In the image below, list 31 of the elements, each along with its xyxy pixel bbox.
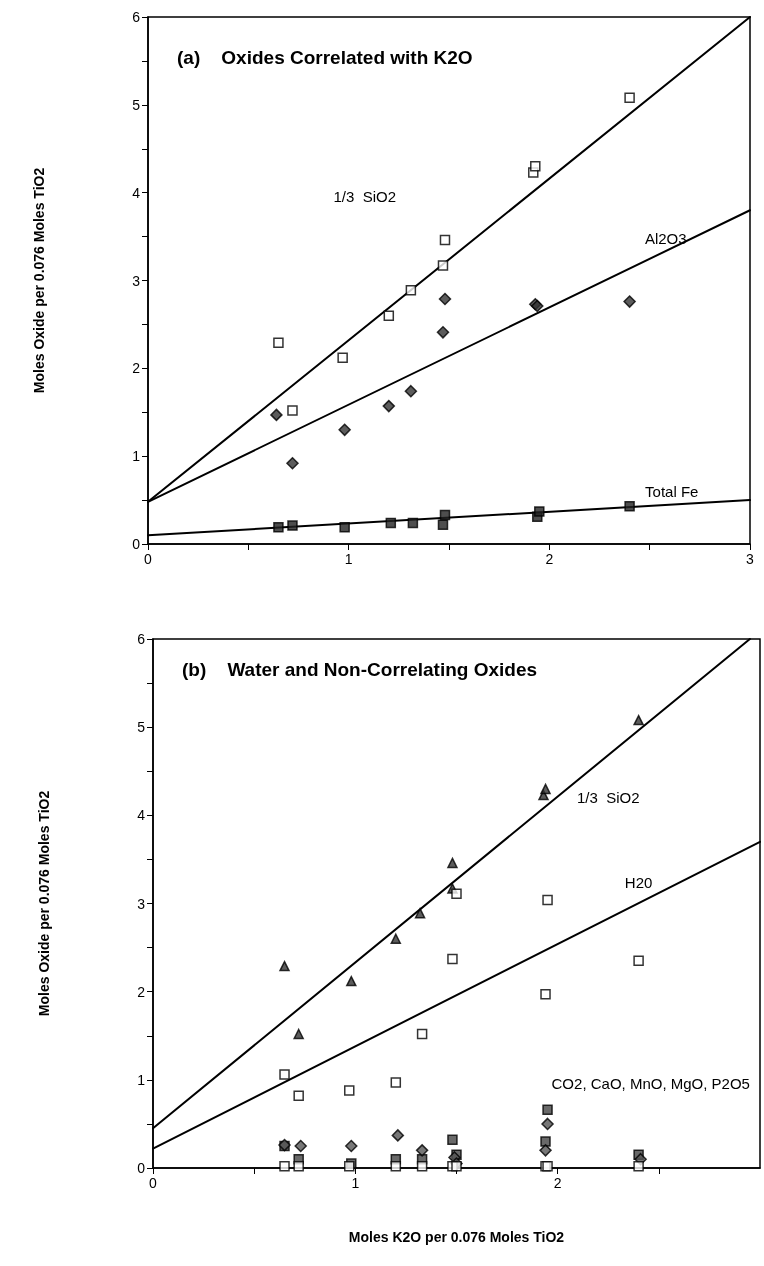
x-tick-label: 3 [746, 551, 755, 567]
y-tick-label: 0 [137, 1160, 146, 1176]
y-tick-label: 3 [137, 895, 146, 912]
y-tick-label: 2 [137, 983, 146, 1000]
annotation: CO2, CaO, MnO, MgO, P2O5 [551, 1074, 750, 1092]
x-tick-label: 1 [351, 1175, 360, 1191]
annotation: Al2O3 [644, 229, 687, 247]
y-tick-label: 3 [132, 272, 141, 289]
y-tick-label: 2 [132, 360, 141, 377]
annotation: Total Fe [645, 482, 699, 500]
annotation: 1/3 SiO2 [576, 789, 640, 807]
y-tick-label: 5 [132, 96, 141, 113]
x-tick-label: 2 [553, 1175, 562, 1191]
y-tick-label: 1 [137, 1071, 146, 1088]
text: (b) Water and Non-Correlating Oxides [182, 658, 538, 680]
annotation: 1/3 SiO2 [333, 187, 396, 205]
y-axis-title: Moles Oxide per 0.076 Moles TiO2 [31, 167, 47, 394]
y-tick-label: 6 [132, 9, 141, 25]
x-tick-label: 1 [344, 551, 353, 567]
y-tick-label: 6 [137, 631, 146, 647]
y-tick-label: 1 [132, 448, 141, 465]
y-axis-title: Moles Oxide per 0.076 Moles TiO2 [36, 790, 52, 1017]
y-tick-label: 4 [137, 807, 146, 824]
y-tick-label: 0 [132, 536, 141, 552]
y-tick-label: 5 [137, 719, 146, 736]
x-tick-label: 2 [545, 551, 554, 567]
text: (a) Oxides Correlated with K2O [177, 46, 473, 68]
annotation: H20 [624, 873, 653, 891]
x-axis-title: Moles K2O per 0.076 Moles TiO2 [348, 1229, 565, 1245]
y-tick-label: 4 [132, 184, 141, 201]
x-tick-label: 0 [149, 1175, 158, 1191]
